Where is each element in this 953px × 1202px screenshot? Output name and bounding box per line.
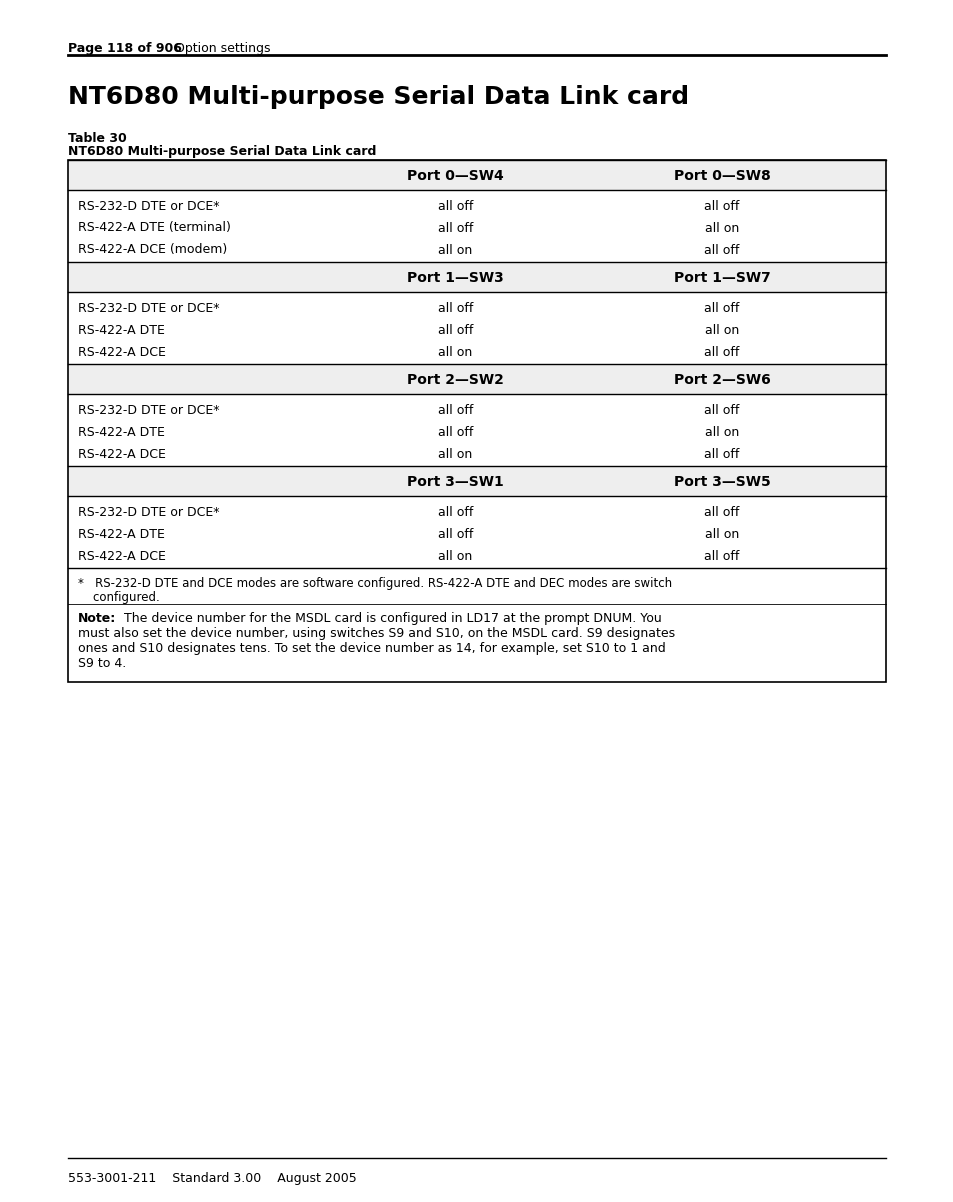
Text: Port 2—SW2: Port 2—SW2 bbox=[407, 373, 503, 387]
Text: Option settings: Option settings bbox=[174, 42, 271, 55]
Text: all on: all on bbox=[704, 323, 739, 337]
Text: all off: all off bbox=[437, 528, 473, 541]
Bar bbox=[69, 466, 884, 496]
Text: all off: all off bbox=[437, 426, 473, 439]
Text: all on: all on bbox=[704, 426, 739, 439]
Text: all off: all off bbox=[703, 345, 739, 358]
Bar bbox=[68, 160, 885, 682]
Text: Port 1—SW7: Port 1—SW7 bbox=[673, 270, 770, 285]
Text: all on: all on bbox=[704, 528, 739, 541]
Text: 553-3001-211    Standard 3.00    August 2005: 553-3001-211 Standard 3.00 August 2005 bbox=[68, 1172, 356, 1185]
Text: all off: all off bbox=[703, 506, 739, 518]
Text: RS-422-A DCE: RS-422-A DCE bbox=[78, 447, 166, 460]
Text: all on: all on bbox=[438, 244, 472, 256]
Bar bbox=[69, 160, 884, 190]
Text: S9 to 4.: S9 to 4. bbox=[78, 657, 126, 670]
Text: RS-422-A DCE: RS-422-A DCE bbox=[78, 345, 166, 358]
Text: Port 2—SW6: Port 2—SW6 bbox=[673, 373, 770, 387]
Text: NT6D80 Multi-purpose Serial Data Link card: NT6D80 Multi-purpose Serial Data Link ca… bbox=[68, 85, 688, 109]
Text: all off: all off bbox=[703, 549, 739, 563]
Text: RS-232-D DTE or DCE*: RS-232-D DTE or DCE* bbox=[78, 200, 219, 213]
Text: *   RS-232-D DTE and DCE modes are software configured. RS-422-A DTE and DEC mod: * RS-232-D DTE and DCE modes are softwar… bbox=[78, 577, 672, 590]
Text: ones and S10 designates tens. To set the device number as 14, for example, set S: ones and S10 designates tens. To set the… bbox=[78, 642, 665, 655]
Text: all on: all on bbox=[704, 221, 739, 234]
Text: RS-422-A DCE (modem): RS-422-A DCE (modem) bbox=[78, 244, 227, 256]
Text: Page 118 of 906: Page 118 of 906 bbox=[68, 42, 182, 55]
Text: all on: all on bbox=[438, 345, 472, 358]
Bar bbox=[69, 262, 884, 292]
Text: RS-422-A DTE: RS-422-A DTE bbox=[78, 323, 165, 337]
Text: all off: all off bbox=[703, 200, 739, 213]
Text: all off: all off bbox=[437, 200, 473, 213]
Text: all off: all off bbox=[703, 404, 739, 417]
Text: Port 0—SW8: Port 0—SW8 bbox=[673, 169, 770, 183]
Bar bbox=[69, 364, 884, 394]
Text: all off: all off bbox=[703, 244, 739, 256]
Text: all off: all off bbox=[703, 447, 739, 460]
Text: Port 3—SW5: Port 3—SW5 bbox=[673, 475, 770, 489]
Text: RS-422-A DTE: RS-422-A DTE bbox=[78, 426, 165, 439]
Text: NT6D80 Multi-purpose Serial Data Link card: NT6D80 Multi-purpose Serial Data Link ca… bbox=[68, 145, 376, 157]
Text: RS-422-A DTE (terminal): RS-422-A DTE (terminal) bbox=[78, 221, 231, 234]
Text: The device number for the MSDL card is configured in LD17 at the prompt DNUM. Yo: The device number for the MSDL card is c… bbox=[116, 612, 661, 625]
Text: RS-232-D DTE or DCE*: RS-232-D DTE or DCE* bbox=[78, 404, 219, 417]
Text: RS-422-A DCE: RS-422-A DCE bbox=[78, 549, 166, 563]
Text: Table 30: Table 30 bbox=[68, 132, 127, 145]
Text: RS-232-D DTE or DCE*: RS-232-D DTE or DCE* bbox=[78, 506, 219, 518]
Text: all off: all off bbox=[437, 506, 473, 518]
Text: all off: all off bbox=[437, 323, 473, 337]
Text: Port 3—SW1: Port 3—SW1 bbox=[407, 475, 503, 489]
Text: all off: all off bbox=[437, 302, 473, 315]
Text: RS-422-A DTE: RS-422-A DTE bbox=[78, 528, 165, 541]
Text: must also set the device number, using switches S9 and S10, on the MSDL card. S9: must also set the device number, using s… bbox=[78, 627, 675, 639]
Text: all off: all off bbox=[437, 404, 473, 417]
Text: all on: all on bbox=[438, 549, 472, 563]
Text: all off: all off bbox=[703, 302, 739, 315]
Text: all on: all on bbox=[438, 447, 472, 460]
Text: all off: all off bbox=[437, 221, 473, 234]
Text: Port 0—SW4: Port 0—SW4 bbox=[407, 169, 503, 183]
Text: RS-232-D DTE or DCE*: RS-232-D DTE or DCE* bbox=[78, 302, 219, 315]
Text: Note:: Note: bbox=[78, 612, 116, 625]
Text: configured.: configured. bbox=[78, 591, 159, 603]
Text: Port 1—SW3: Port 1—SW3 bbox=[407, 270, 503, 285]
